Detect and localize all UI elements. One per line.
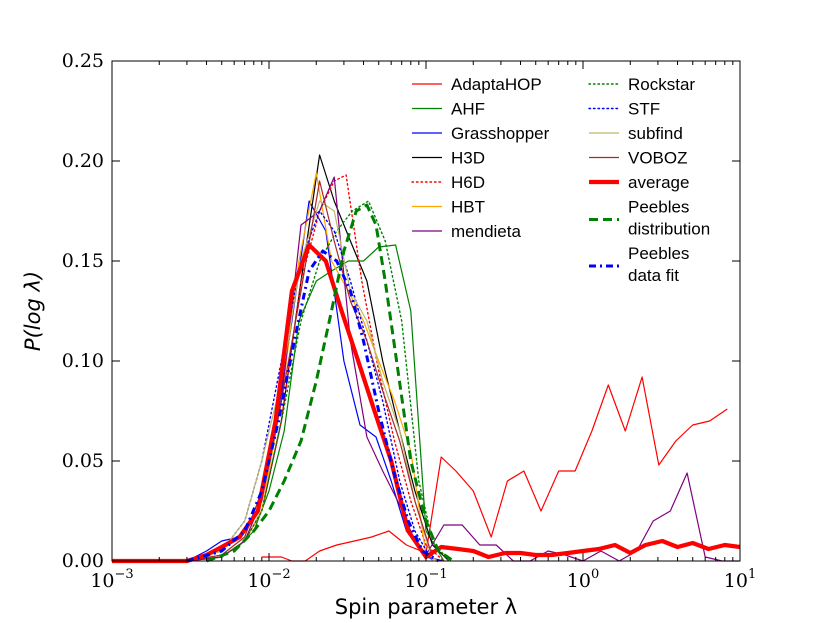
y-axis-title: P(log λ) (21, 271, 45, 351)
y-tick-label: 0.20 (62, 150, 104, 172)
y-tick-label: 0.15 (62, 250, 104, 272)
legend-label: AdaptaHOP (451, 75, 542, 94)
legend: AdaptaHOP AHF Grasshopper H3D H6D HBT mendieta… (411, 75, 710, 285)
series-line-peebles-data-fit (186, 249, 440, 563)
y-tick-label: 0.10 (62, 350, 104, 372)
legend-label: VOBOZ (628, 149, 688, 168)
x-tick-label: 100 (567, 567, 599, 592)
legend-label: average (628, 173, 689, 192)
legend-label: mendieta (451, 222, 521, 241)
legend-label: Grasshopper (451, 124, 550, 143)
legend-label: H6D (451, 173, 485, 192)
legend-label: Rockstar (628, 75, 695, 94)
legend-label: distribution (628, 220, 710, 239)
legend-label: AHF (451, 100, 485, 119)
y-tick-label: 0.05 (62, 450, 104, 472)
x-axis-title: Spin parameter λ (335, 595, 517, 619)
series-line-stf (186, 210, 434, 562)
legend-label: Peebles (628, 198, 689, 217)
series-line-adaptahop (261, 376, 728, 562)
legend-label: Peebles (628, 244, 689, 263)
series-line-subfind (186, 200, 434, 562)
legend-label: H3D (451, 149, 485, 168)
legend-label: HBT (451, 198, 485, 217)
series-line-rockstar (220, 200, 450, 562)
series-line-peebles-distribution (205, 203, 455, 563)
legend-label: data fit (628, 266, 679, 285)
series-layer (112, 154, 741, 564)
y-tick-label: 0.00 (62, 550, 104, 572)
series-line-average (112, 242, 741, 564)
legend-label: subfind (628, 124, 683, 143)
legend-label: STF (628, 100, 660, 119)
y-tick-label: 0.25 (62, 50, 104, 72)
series-line-hbt (186, 172, 439, 562)
series-line-mendieta (186, 176, 740, 562)
